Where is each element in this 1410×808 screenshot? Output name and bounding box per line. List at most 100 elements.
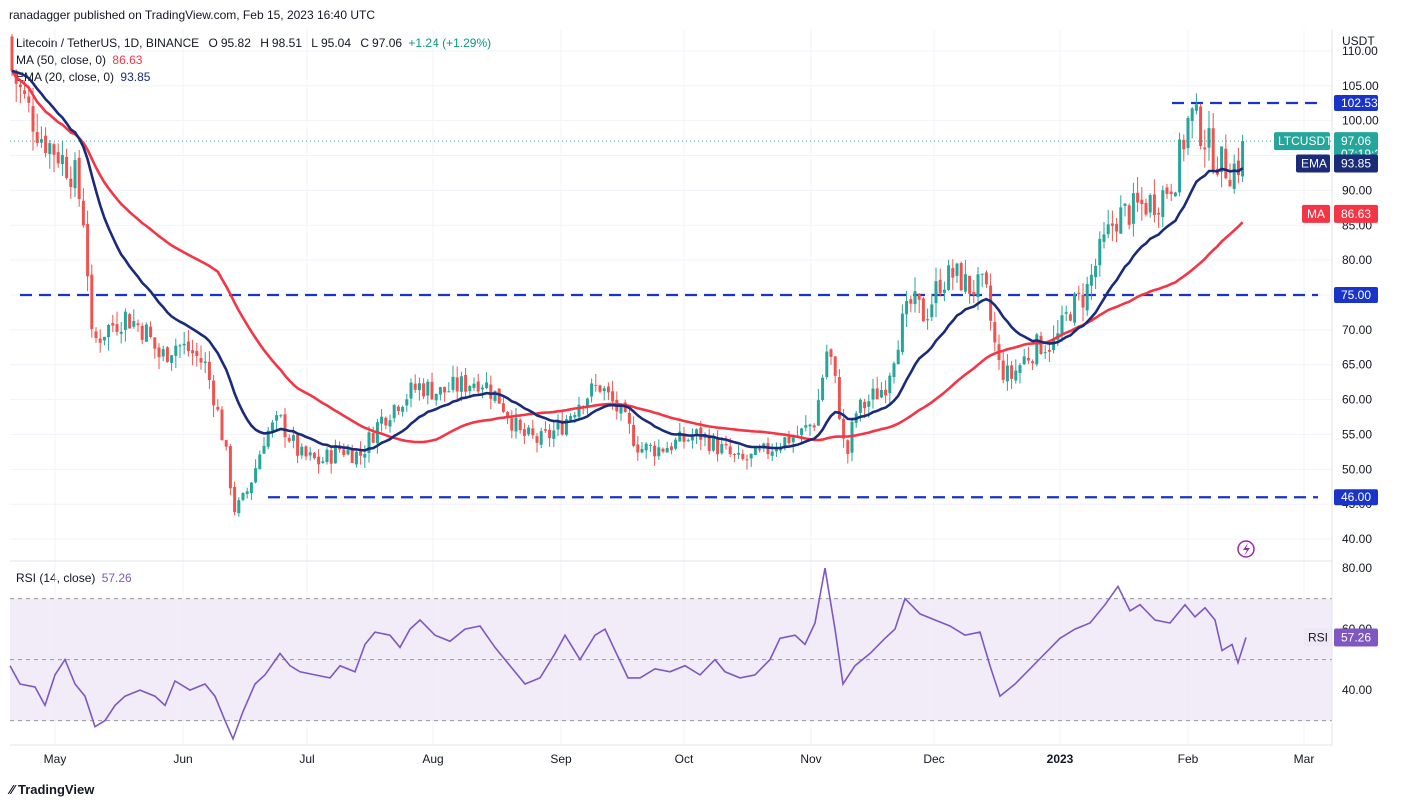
alert-icon[interactable] (1237, 540, 1255, 558)
rsi-legend[interactable]: RSI (14, close) 57.26 (16, 571, 132, 585)
candle-body (262, 445, 266, 454)
candle-body (455, 377, 459, 392)
candle-body (119, 331, 123, 334)
candle-body (1178, 139, 1182, 193)
candle-body (871, 388, 875, 400)
candle-body (94, 331, 98, 339)
candle-body (1207, 128, 1211, 148)
candle-body (69, 178, 73, 187)
candle-body (39, 139, 43, 143)
candle-body (329, 450, 333, 464)
candle-body (354, 451, 358, 465)
candle-body (518, 419, 522, 431)
level-badge-box (1334, 489, 1378, 506)
candle-body (1140, 199, 1144, 204)
candle-body (1047, 349, 1051, 352)
candle-body (812, 425, 816, 428)
candle-body (1224, 148, 1228, 179)
candle-body (934, 281, 938, 304)
candle-body (417, 383, 421, 391)
level-badge-text: 46.00 (1341, 490, 1371, 504)
rsi-name-badge-text: RSI (1308, 630, 1328, 644)
ema-legend-row[interactable]: EMA (20, close, 0) 93.85 (16, 69, 491, 86)
candle-body (816, 400, 820, 426)
ma-path (10, 70, 1244, 444)
candle-body (884, 389, 888, 396)
candle-body (413, 383, 417, 390)
ma-legend-row[interactable]: MA (50, close, 0) 86.63 (16, 52, 491, 69)
candle-body (170, 355, 174, 363)
candle-body (434, 393, 438, 401)
candle-body (636, 444, 640, 453)
low-value: 95.04 (320, 36, 352, 50)
candle-body (678, 431, 682, 442)
quote-unit-label: USDT (1342, 34, 1375, 48)
candle-body (489, 384, 493, 399)
candle-body (833, 356, 837, 376)
candle-body (573, 414, 577, 418)
candle-body (556, 421, 560, 430)
candle-body (245, 491, 249, 494)
candle-body (598, 385, 602, 392)
ema-legend-value: 93.85 (120, 70, 151, 84)
candle-body (1182, 139, 1186, 150)
candle-body (917, 293, 921, 300)
candle-body (737, 452, 741, 455)
candle-body (304, 446, 308, 457)
candle-body (745, 459, 749, 461)
candle-body (1039, 335, 1043, 354)
candle-body (241, 493, 245, 500)
symbol-badge-text: LTCUSDT (1278, 134, 1333, 148)
candle-body (405, 399, 409, 406)
symbol-label: Litecoin / TetherUS, 1D, BINANCE (16, 36, 200, 50)
candle-body (896, 349, 900, 365)
candle-body (728, 446, 732, 455)
time-tick-label: Jun (173, 752, 192, 766)
candle-body (98, 338, 102, 343)
candle-body (291, 435, 295, 441)
candle-body (984, 272, 988, 285)
candle-body (552, 430, 556, 439)
candle-body (825, 351, 829, 377)
last-price-badge-text: 97.06 (1341, 134, 1371, 148)
candle-body (879, 389, 883, 398)
candle-body (464, 374, 468, 392)
candle-body (1186, 117, 1190, 149)
candle-body (707, 434, 711, 451)
candle-body (350, 449, 354, 463)
ema-legend-label: EMA (20, close, 0) (16, 70, 115, 84)
candle-body (1199, 106, 1203, 146)
candle-body (493, 390, 497, 401)
candle-body (501, 403, 505, 412)
candle-body (48, 143, 52, 155)
candle-body (627, 412, 631, 424)
candle-body (367, 432, 371, 453)
candle-body (774, 449, 778, 452)
candle-body (1203, 147, 1207, 150)
candle-body (606, 386, 610, 393)
candle-body (111, 323, 115, 326)
candle-body (426, 381, 430, 396)
candle-body (1026, 357, 1030, 361)
candle-body (665, 448, 669, 453)
candle-body (1127, 205, 1131, 225)
candle-body (207, 361, 211, 381)
candle-body (1119, 207, 1123, 234)
candle-body (485, 382, 489, 389)
candle-body (296, 434, 300, 456)
candle-body (514, 417, 518, 432)
price-tick-label: 90.00 (1342, 183, 1372, 197)
alert-bolt (1243, 543, 1250, 556)
candle-body (384, 417, 388, 426)
candle-body (669, 446, 673, 451)
ema-value-badge-box (1334, 154, 1378, 173)
candle-body (842, 418, 846, 439)
candle-body (182, 343, 186, 346)
ma-name-badge-text: MA (1307, 207, 1325, 221)
candle-body (770, 451, 774, 456)
tradingview-logo[interactable]: ⁄⁄ TradingView (10, 782, 94, 797)
candle-body (199, 357, 203, 363)
candle-body (52, 144, 56, 155)
ema-value-badge-text: 93.85 (1341, 157, 1371, 171)
